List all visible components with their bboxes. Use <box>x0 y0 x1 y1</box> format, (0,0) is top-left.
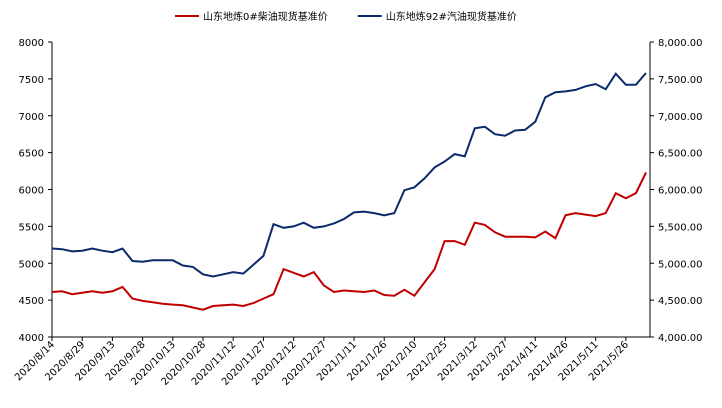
y2-tick-label: 4,000.00 <box>658 333 703 344</box>
y2-tick-label: 5,500.00 <box>658 222 703 233</box>
y2-tick-label: 7,000.00 <box>658 112 703 123</box>
y-tick-label: 6000 <box>19 186 44 197</box>
y-tick-label: 5000 <box>19 259 44 270</box>
y2-tick-label: 5,000.00 <box>658 259 703 270</box>
y-tick-label: 7000 <box>19 112 44 123</box>
y-tick-label: 7500 <box>19 75 44 86</box>
y2-tick-label: 8,000.00 <box>658 38 703 49</box>
y2-tick-label: 6,000.00 <box>658 186 703 197</box>
y-tick-label: 6500 <box>19 149 44 160</box>
legend-label: 山东地炼92#汽油现货基准价 <box>386 10 517 23</box>
series-line <box>51 72 647 278</box>
legend-label: 山东地炼0#柴油现货基准价 <box>203 10 328 23</box>
y2-tick-label: 4,500.00 <box>658 296 703 307</box>
series-line <box>51 172 647 311</box>
y2-tick-label: 7,500.00 <box>658 75 703 86</box>
y-tick-label: 4000 <box>19 333 44 344</box>
y-tick-label: 8000 <box>19 38 44 49</box>
y2-tick-label: 6,500.00 <box>658 149 703 160</box>
y-tick-label: 5500 <box>19 222 44 233</box>
y-tick-label: 4500 <box>19 296 44 307</box>
